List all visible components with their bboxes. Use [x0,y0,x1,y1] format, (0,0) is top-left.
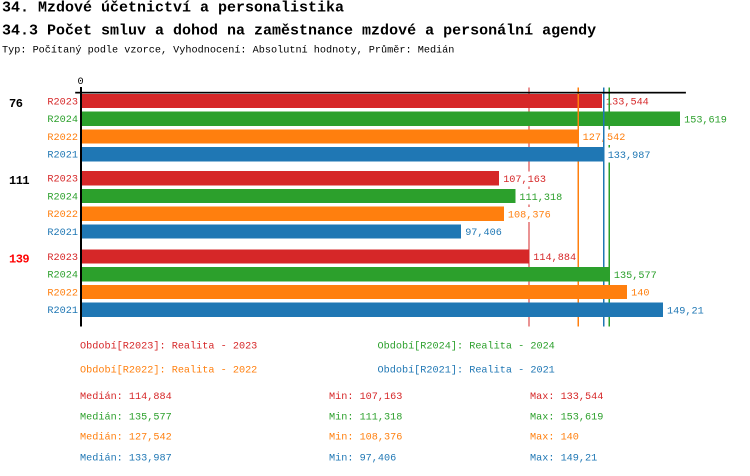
svg-text:Období[R2021]: Realita - 2021: Období[R2021]: Realita - 2021 [378,365,555,377]
svg-text:R2022: R2022 [47,288,78,299]
svg-text:133,544: 133,544 [606,98,649,109]
svg-text:R2024: R2024 [47,271,78,282]
svg-text:Max: 153,619: Max: 153,619 [530,413,603,424]
svg-text:Medián: 135,577: Medián: 135,577 [80,412,172,424]
svg-text:34.3 Počet smluv a dohod na za: 34.3 Počet smluv a dohod na zaměstnance … [2,23,596,40]
svg-text:Období[R2024]: Realita - 2024: Období[R2024]: Realita - 2024 [378,340,555,352]
svg-text:149,21: 149,21 [667,306,704,317]
svg-text:Max: 133,544: Max: 133,544 [530,392,603,403]
svg-text:111: 111 [9,174,29,188]
svg-text:R2023: R2023 [47,253,78,264]
svg-text:111,318: 111,318 [519,193,562,204]
svg-text:Medián: 127,542: Medián: 127,542 [80,432,172,444]
svg-text:Min: 107,163: Min: 107,163 [329,391,402,403]
svg-text:76: 76 [9,97,23,111]
svg-text:R2022: R2022 [47,133,78,144]
svg-text:R2021: R2021 [47,306,78,317]
svg-text:114,884: 114,884 [533,253,576,264]
svg-text:133,987: 133,987 [608,151,651,162]
svg-text:R2022: R2022 [47,210,78,221]
svg-text:Období[R2023]: Realita - 2023: Období[R2023]: Realita - 2023 [80,340,257,352]
svg-text:135,577: 135,577 [614,271,657,282]
svg-text:Typ: Počítaný podle vzorce, Vy: Typ: Počítaný podle vzorce, Vyhodnocení:… [2,44,454,57]
svg-text:Max: 149,21: Max: 149,21 [530,453,597,464]
svg-text:R2023: R2023 [47,97,78,108]
svg-text:139: 139 [9,252,29,266]
svg-text:140: 140 [631,289,649,300]
svg-text:0: 0 [77,77,83,88]
svg-text:Min: 111,318: Min: 111,318 [329,412,402,424]
svg-text:107,163: 107,163 [503,175,546,186]
svg-text:Min: 108,376: Min: 108,376 [329,432,402,444]
svg-text:R2021: R2021 [47,151,78,162]
svg-text:97,406: 97,406 [465,228,502,239]
svg-text:Max: 140: Max: 140 [530,433,579,444]
svg-text:R2024: R2024 [47,192,78,203]
svg-text:Min: 97,406: Min: 97,406 [329,452,396,464]
svg-text:Medián: 114,884: Medián: 114,884 [80,391,172,403]
svg-text:153,619: 153,619 [684,116,727,127]
svg-text:R2021: R2021 [47,228,78,239]
svg-text:Období[R2022]: Realita - 2022: Období[R2022]: Realita - 2022 [80,365,257,377]
svg-text:108,376: 108,376 [508,211,551,222]
svg-text:Medián: 133,987: Medián: 133,987 [80,452,172,464]
svg-text:34. Mzdové účetnictví a person: 34. Mzdové účetnictví a personalistika [2,0,344,17]
svg-text:R2023: R2023 [47,175,78,186]
svg-text:R2024: R2024 [47,115,78,126]
